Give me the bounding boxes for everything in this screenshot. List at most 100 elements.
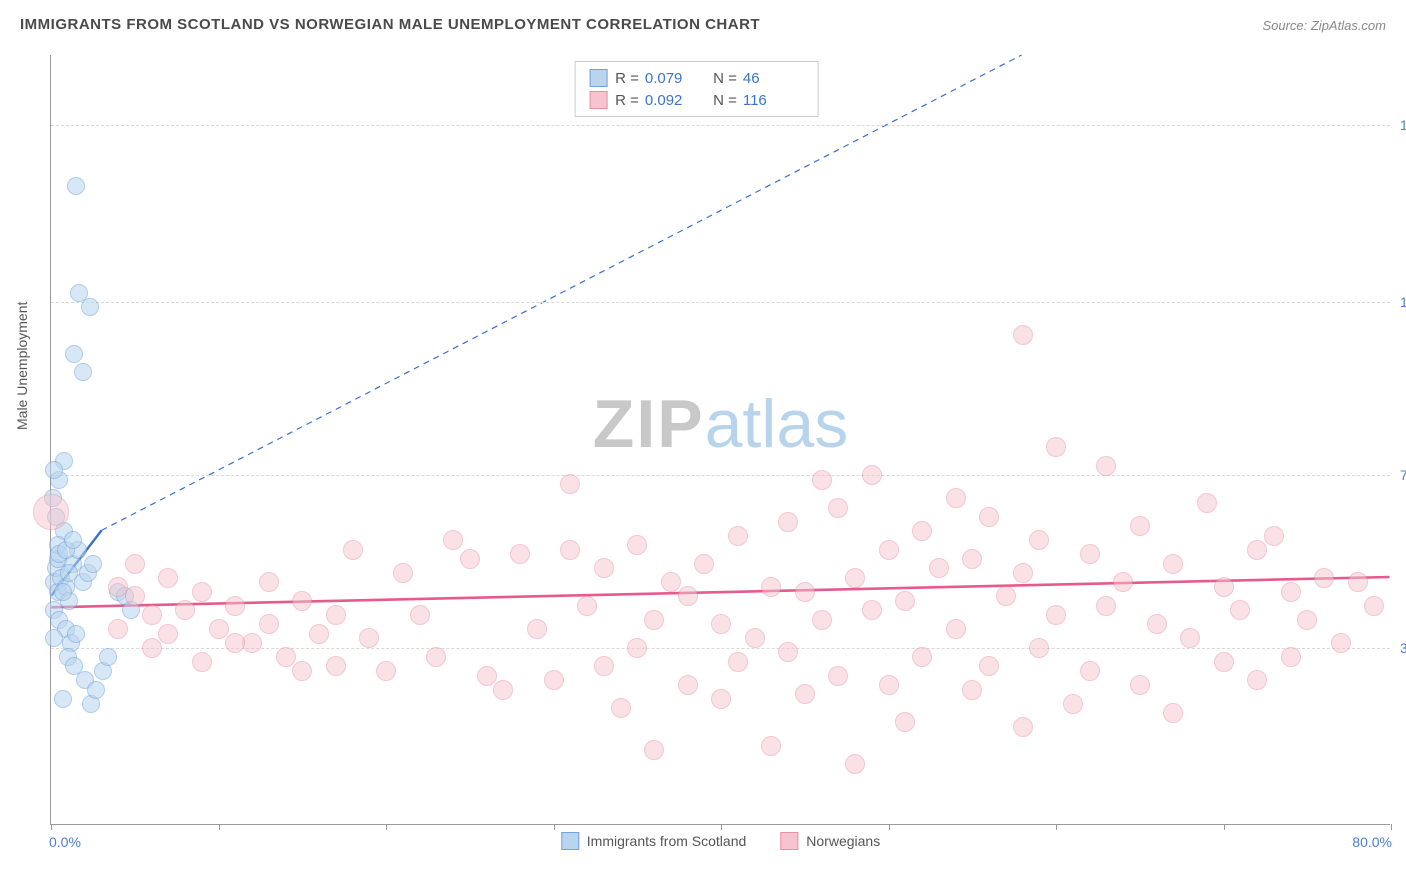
norwegians-point	[125, 586, 145, 606]
plot-area: ZIPatlas R =0.079N =46R =0.092N =116 Imm…	[50, 55, 1390, 825]
norwegians-point	[276, 647, 296, 667]
norwegians-point	[1096, 596, 1116, 616]
norwegians-point	[778, 642, 798, 662]
norwegians-point	[1247, 670, 1267, 690]
norwegians-point	[812, 610, 832, 630]
norwegians-point	[661, 572, 681, 592]
y-tick-label: 15.0%	[1394, 117, 1406, 133]
norwegians-point	[828, 498, 848, 518]
norwegians-point	[1080, 544, 1100, 564]
norwegians-point	[1214, 652, 1234, 672]
norwegians-point	[326, 605, 346, 625]
scotland-point	[60, 564, 78, 582]
norwegians-point	[1029, 530, 1049, 550]
norwegians-point	[728, 526, 748, 546]
x-tick	[721, 824, 722, 830]
norwegians-point	[1096, 456, 1116, 476]
norwegians-point	[1013, 563, 1033, 583]
norwegians-point	[259, 614, 279, 634]
norwegians-point	[879, 675, 899, 695]
legend-stat-row: R =0.079N =46	[589, 67, 803, 89]
norwegians-point	[1163, 703, 1183, 723]
norwegians-point	[292, 661, 312, 681]
norwegians-point	[577, 596, 597, 616]
gridline	[51, 302, 1390, 303]
legend-item: Norwegians	[780, 832, 880, 850]
norwegians-point	[895, 591, 915, 611]
norwegians-point	[728, 652, 748, 672]
norwegians-point	[912, 521, 932, 541]
norwegians-point	[594, 558, 614, 578]
norwegians-point	[778, 512, 798, 532]
norwegians-point	[627, 535, 647, 555]
norwegians-point	[544, 670, 564, 690]
norwegians-point	[979, 507, 999, 527]
norwegians-point	[292, 591, 312, 611]
norwegians-point	[343, 540, 363, 560]
chart-title: IMMIGRANTS FROM SCOTLAND VS NORWEGIAN MA…	[20, 16, 760, 33]
norwegians-point	[711, 689, 731, 709]
norwegians-point	[946, 619, 966, 639]
norwegians-point	[627, 638, 647, 658]
norwegians-point	[845, 568, 865, 588]
norwegians-point	[761, 736, 781, 756]
norwegians-point	[1163, 554, 1183, 574]
x-range-label: 0.0%	[49, 834, 81, 850]
scotland-point	[74, 363, 92, 381]
x-tick	[889, 824, 890, 830]
norwegians-point	[862, 465, 882, 485]
norwegians-point	[259, 572, 279, 592]
norwegians-point	[1297, 610, 1317, 630]
norwegians-point	[142, 605, 162, 625]
norwegians-point	[560, 474, 580, 494]
norwegians-point	[477, 666, 497, 686]
norwegians-point	[1247, 540, 1267, 560]
norwegians-point	[426, 647, 446, 667]
norwegians-point	[795, 582, 815, 602]
norwegians-point	[745, 628, 765, 648]
norwegians-point	[946, 488, 966, 508]
norwegians-point	[1046, 437, 1066, 457]
norwegians-point	[879, 540, 899, 560]
legend-stats-box: R =0.079N =46R =0.092N =116	[574, 61, 818, 117]
x-tick	[554, 824, 555, 830]
x-tick	[386, 824, 387, 830]
norwegians-point	[359, 628, 379, 648]
norwegians-point	[1348, 572, 1368, 592]
norwegians-point	[1197, 493, 1217, 513]
norwegians-point	[678, 675, 698, 695]
norwegians-point	[1046, 605, 1066, 625]
scotland-point	[54, 690, 72, 708]
norwegians-point	[828, 666, 848, 686]
x-tick	[1391, 824, 1392, 830]
y-tick-label: 3.8%	[1394, 640, 1406, 656]
norwegians-point	[795, 684, 815, 704]
scotland-point	[84, 555, 102, 573]
norwegians-point	[443, 530, 463, 550]
legend-item: Immigrants from Scotland	[561, 832, 747, 850]
x-range-label: 80.0%	[1352, 834, 1392, 850]
norwegians-point	[644, 610, 664, 630]
norwegians-point	[1230, 600, 1250, 620]
norwegians-point	[1281, 582, 1301, 602]
norwegians-point	[125, 554, 145, 574]
norwegians-point	[175, 600, 195, 620]
norwegians-point	[761, 577, 781, 597]
norwegians-point	[108, 619, 128, 639]
chart-container: IMMIGRANTS FROM SCOTLAND VS NORWEGIAN MA…	[0, 0, 1406, 892]
norwegians-point	[694, 554, 714, 574]
gridline	[51, 475, 1390, 476]
norwegians-point	[1113, 572, 1133, 592]
legend-swatch	[589, 69, 607, 87]
norwegians-point	[527, 619, 547, 639]
x-tick	[219, 824, 220, 830]
norwegians-point	[1029, 638, 1049, 658]
x-tick	[1224, 824, 1225, 830]
scotland-point	[67, 177, 85, 195]
norwegians-point	[929, 558, 949, 578]
norwegians-point	[1080, 661, 1100, 681]
norwegians-point	[560, 540, 580, 560]
norwegians-point	[225, 633, 245, 653]
norwegians-point	[678, 586, 698, 606]
norwegians-point	[142, 638, 162, 658]
